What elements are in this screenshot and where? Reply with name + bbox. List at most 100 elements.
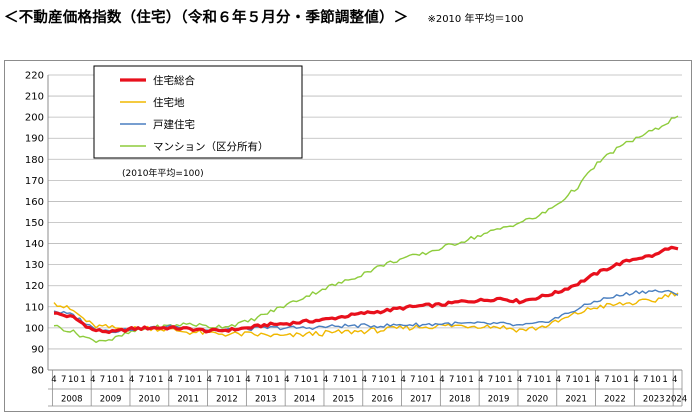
month-tick-label: 10: [68, 375, 79, 385]
y-tick-label: 190: [25, 134, 44, 145]
month-tick-label: 1: [313, 375, 318, 385]
month-tick-label: 4: [168, 375, 173, 385]
year-label: 2024: [666, 395, 688, 405]
month-tick-label: 10: [378, 375, 389, 385]
month-tick-label: 4: [672, 375, 677, 385]
chart-heading: ＜不動産価格指数（住宅）（令和６年５月分・季節調整値）＞ ※2010 年平均＝1…: [4, 6, 524, 27]
y-tick-label: 120: [25, 281, 44, 292]
month-tick-label: 7: [333, 375, 338, 385]
chart-frame: [4, 60, 692, 412]
base-year-note: ※2010 年平均＝100: [427, 14, 524, 25]
month-tick-label: 7: [527, 375, 532, 385]
month-tick-label: 10: [495, 375, 506, 385]
y-tick-label: 150: [25, 218, 44, 229]
month-tick-label: 4: [400, 375, 405, 385]
year-label: 2023: [643, 395, 665, 405]
month-tick-label: 7: [61, 375, 66, 385]
month-tick-label: 4: [478, 375, 483, 385]
legend-label: マンション（区分所有）: [153, 140, 269, 153]
y-tick-label: 200: [25, 113, 44, 124]
y-axis: 80 90 100 110 120 130 140 150 160 170 180 190 200 210…: [25, 71, 49, 377]
month-tick-label: 7: [216, 375, 221, 385]
chart-inner-note: (2010年平均=100): [122, 167, 204, 179]
year-label: 2015: [333, 395, 355, 405]
month-tick-label: 1: [352, 375, 357, 385]
series-lines: [53, 115, 679, 344]
month-tick-label: 7: [410, 375, 415, 385]
year-label: 2021: [565, 395, 587, 405]
year-label: 2020: [527, 395, 549, 405]
month-tick-label: 1: [391, 375, 396, 385]
year-label: 2016: [371, 395, 393, 405]
year-label: 2017: [410, 395, 432, 405]
y-tick-label: 100: [25, 323, 44, 334]
month-tick-label: 7: [565, 375, 570, 385]
month-tick-label: 1: [546, 375, 551, 385]
month-tick-label: 7: [449, 375, 454, 385]
month-tick-label: 7: [100, 375, 105, 385]
y-tick-label: 90: [31, 344, 44, 355]
month-tick-label: 10: [262, 375, 273, 385]
y-tick-label: 110: [25, 302, 44, 313]
month-tick-label: 10: [184, 375, 195, 385]
y-tick-label: 140: [25, 239, 44, 250]
month-tick-label: 7: [371, 375, 376, 385]
year-label: 2019: [488, 395, 510, 405]
month-tick-label: 4: [129, 375, 134, 385]
month-tick-label: 4: [284, 375, 289, 385]
year-label: 2014: [294, 395, 316, 405]
year-label: 2011: [177, 395, 199, 405]
month-tick-label: 10: [417, 375, 428, 385]
year-label: 2022: [604, 395, 626, 405]
legend-label: 戸建住宅: [153, 118, 195, 131]
chart-title: ＜不動産価格指数（住宅）（令和６年５月分・季節調整値）＞: [4, 10, 409, 26]
series-line-3: [53, 115, 679, 344]
month-tick-label: 1: [80, 375, 85, 385]
month-tick-label: 1: [662, 375, 667, 385]
month-tick-label: 1: [585, 375, 590, 385]
month-tick-label: 1: [158, 375, 163, 385]
month-tick-label: 1: [624, 375, 629, 385]
month-tick-label: 4: [556, 375, 561, 385]
series-line-1: [53, 291, 679, 338]
year-label: 2010: [139, 395, 161, 405]
month-tick-label: 10: [534, 375, 545, 385]
legend-label: 住宅地: [153, 96, 185, 109]
y-tick-label: 170: [25, 176, 44, 187]
month-tick-label: 4: [90, 375, 95, 385]
month-tick-label: 7: [294, 375, 299, 385]
month-tick-label: 10: [146, 375, 157, 385]
month-tick-label: 4: [51, 375, 56, 385]
month-tick-label: 10: [572, 375, 583, 385]
month-tick-label: 7: [604, 375, 609, 385]
month-tick-label: 7: [488, 375, 493, 385]
month-tick-label: 4: [245, 375, 250, 385]
month-tick-label: 1: [507, 375, 512, 385]
month-tick-label: 10: [340, 375, 351, 385]
month-tick-label: 4: [517, 375, 522, 385]
y-tick-label: 220: [25, 71, 44, 82]
month-tick-label: 7: [643, 375, 648, 385]
month-tick-label: 10: [650, 375, 661, 385]
month-tick-label: 10: [611, 375, 622, 385]
legend-label: 住宅総合: [153, 74, 195, 87]
month-tick-label: 7: [177, 375, 182, 385]
month-tick-label: 4: [633, 375, 638, 385]
y-tick-label: 180: [25, 155, 44, 166]
month-tick-label: 4: [323, 375, 328, 385]
month-tick-label: 4: [206, 375, 211, 385]
month-tick-label: 10: [456, 375, 467, 385]
month-tick-label: 7: [139, 375, 144, 385]
year-label: 2013: [255, 395, 277, 405]
series-line-0: [53, 245, 679, 335]
year-label: 2009: [100, 395, 122, 405]
month-tick-label: 10: [107, 375, 118, 385]
y-tick-label: 160: [25, 197, 44, 208]
year-label: 2018: [449, 395, 471, 405]
month-tick-label: 7: [255, 375, 260, 385]
y-tick-label: 210: [25, 92, 44, 103]
month-tick-label: 4: [439, 375, 444, 385]
